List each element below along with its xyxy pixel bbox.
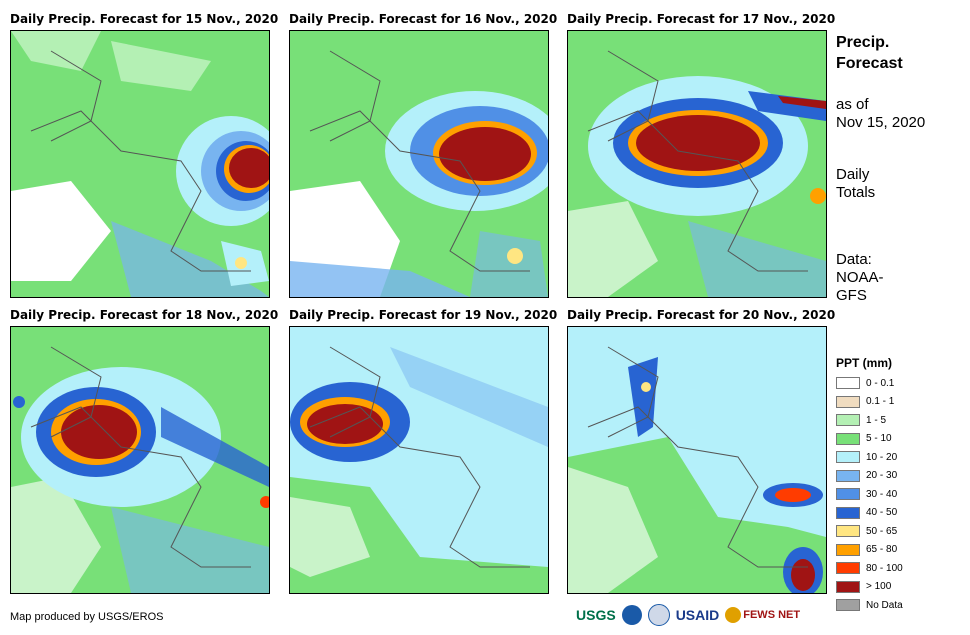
legend-swatch bbox=[836, 599, 860, 612]
legend-swatch bbox=[836, 580, 860, 593]
forecast-map-6 bbox=[567, 326, 827, 594]
legend-label: 0 - 0.1 bbox=[866, 377, 895, 389]
usgs-logo-text: USGS bbox=[576, 607, 616, 623]
legend-swatch bbox=[836, 543, 860, 556]
usgs-logo: USGS bbox=[576, 607, 616, 623]
legend-label: 10 - 20 bbox=[866, 451, 898, 463]
legend-label: 5 - 10 bbox=[866, 433, 892, 445]
side-title-line1: Precip. bbox=[836, 34, 890, 51]
noaa-logo bbox=[621, 605, 642, 625]
credit-text: Map produced by USGS/EROS bbox=[10, 611, 164, 623]
legend-item: 1 - 5 bbox=[836, 411, 903, 430]
fewsnet-logo-text: FEWS NET bbox=[743, 609, 801, 621]
panel-title-1: Daily Precip. Forecast for 15 Nov., 2020 bbox=[10, 12, 279, 26]
fewsnet-emblem-icon bbox=[725, 607, 742, 623]
forecast-map-2 bbox=[289, 30, 549, 298]
forecast-map-5 bbox=[289, 326, 549, 594]
legend-item: 20 - 30 bbox=[836, 467, 903, 486]
as-of-line2: Nov 15, 2020 bbox=[836, 114, 926, 131]
legend-label: 50 - 65 bbox=[866, 525, 898, 537]
legend-item: 5 - 10 bbox=[836, 430, 903, 449]
legend-label: 40 - 50 bbox=[866, 507, 898, 519]
legend-item: 0 - 0.1 bbox=[836, 374, 903, 393]
legend: 0 - 0.1 0.1 - 1 1 - 5 5 - 10 10 - 20 20 - 30 3… bbox=[836, 374, 903, 615]
legend-label: 1 - 5 bbox=[866, 414, 887, 426]
data-source-line2: NOAA- bbox=[836, 269, 884, 286]
legend-item: 30 - 40 bbox=[836, 485, 903, 504]
daily-totals-line1: Daily bbox=[836, 166, 870, 183]
legend-item: 50 - 65 bbox=[836, 522, 903, 541]
legend-label: 65 - 80 bbox=[866, 544, 898, 556]
panel-title-6: Daily Precip. Forecast for 20 Nov., 2020 bbox=[567, 308, 836, 322]
legend-swatch bbox=[836, 488, 860, 501]
legend-swatch bbox=[836, 395, 860, 408]
legend-swatch bbox=[836, 414, 860, 427]
as-of-line1: as of bbox=[836, 96, 869, 113]
legend-swatch bbox=[836, 506, 860, 519]
data-source-line3: GFS bbox=[836, 287, 867, 304]
panel-title-4: Daily Precip. Forecast for 18 Nov., 2020 bbox=[10, 308, 279, 322]
legend-swatch bbox=[836, 525, 860, 538]
legend-label: > 100 bbox=[866, 581, 892, 593]
legend-item: 0.1 - 1 bbox=[836, 393, 903, 412]
usaid-logo: USAID bbox=[676, 607, 720, 623]
legend-item: 10 - 20 bbox=[836, 448, 903, 467]
legend-item: 65 - 80 bbox=[836, 541, 903, 560]
forecast-map-3 bbox=[567, 30, 827, 298]
legend-swatch bbox=[836, 377, 860, 390]
as-of-block: as of Nov 15, 2020 bbox=[836, 96, 925, 132]
daily-totals-block: Daily Totals bbox=[836, 166, 875, 202]
legend-item: No Data bbox=[836, 596, 903, 615]
panel-title-3: Daily Precip. Forecast for 17 Nov., 2020 bbox=[567, 12, 836, 26]
legend-item: > 100 bbox=[836, 578, 903, 597]
legend-item: 40 - 50 bbox=[836, 504, 903, 523]
legend-label: 20 - 30 bbox=[866, 470, 898, 482]
data-source-block: Data: NOAA- GFS bbox=[836, 251, 884, 305]
legend-swatch bbox=[836, 562, 860, 575]
nasa-style-logo bbox=[647, 604, 670, 626]
forecast-map-4 bbox=[10, 326, 270, 594]
legend-swatch bbox=[836, 469, 860, 482]
data-source-line1: Data: bbox=[836, 251, 872, 268]
legend-swatch bbox=[836, 451, 860, 464]
legend-title: PPT (mm) bbox=[836, 356, 893, 370]
legend-label: 0.1 - 1 bbox=[866, 396, 895, 408]
forecast-map-1 bbox=[10, 30, 270, 298]
panel-title-2: Daily Precip. Forecast for 16 Nov., 2020 bbox=[289, 12, 558, 26]
logo-strip: USGS USAID FEWS NET bbox=[576, 603, 800, 627]
legend-label: 30 - 40 bbox=[866, 488, 898, 500]
legend-swatch bbox=[836, 432, 860, 445]
usaid-logo-text: USAID bbox=[675, 607, 720, 623]
legend-label: 80 - 100 bbox=[866, 562, 903, 574]
legend-label: No Data bbox=[866, 599, 903, 611]
side-title: Precip. Forecast bbox=[836, 32, 903, 74]
panel-title-5: Daily Precip. Forecast for 19 Nov., 2020 bbox=[289, 308, 558, 322]
side-title-line2: Forecast bbox=[836, 55, 903, 72]
legend-item: 80 - 100 bbox=[836, 559, 903, 578]
fewsnet-logo: FEWS NET bbox=[725, 607, 800, 623]
daily-totals-line2: Totals bbox=[836, 184, 876, 201]
